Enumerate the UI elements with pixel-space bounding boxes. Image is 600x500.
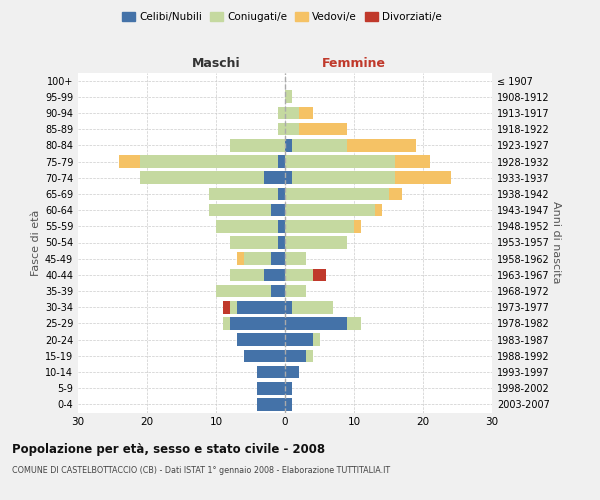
Bar bbox=[299, 123, 347, 136]
Bar bbox=[230, 268, 265, 281]
Bar bbox=[347, 139, 416, 151]
Bar bbox=[292, 301, 334, 314]
Bar bbox=[285, 268, 313, 281]
Text: Popolazione per età, sesso e stato civile - 2008: Popolazione per età, sesso e stato civil… bbox=[12, 442, 325, 456]
Bar bbox=[285, 139, 292, 151]
Bar bbox=[285, 334, 313, 346]
Bar bbox=[285, 90, 292, 103]
Bar bbox=[209, 188, 278, 200]
Text: COMUNE DI CASTELBOTTACCIO (CB) - Dati ISTAT 1° gennaio 2008 - Elaborazione TUTTI: COMUNE DI CASTELBOTTACCIO (CB) - Dati IS… bbox=[12, 466, 390, 475]
Bar bbox=[230, 317, 285, 330]
Bar bbox=[354, 220, 361, 232]
Bar bbox=[347, 317, 361, 330]
Bar bbox=[119, 155, 140, 168]
Bar bbox=[292, 139, 347, 151]
Bar bbox=[140, 155, 278, 168]
Bar bbox=[299, 106, 313, 120]
Bar bbox=[285, 398, 292, 410]
Bar bbox=[265, 268, 285, 281]
Bar bbox=[209, 204, 271, 216]
Bar bbox=[285, 285, 306, 298]
Bar bbox=[223, 301, 230, 314]
Bar bbox=[237, 334, 285, 346]
Bar bbox=[140, 172, 265, 184]
Bar bbox=[271, 252, 285, 265]
Y-axis label: Anni di nascita: Anni di nascita bbox=[551, 201, 561, 283]
Bar bbox=[285, 123, 299, 136]
Bar bbox=[285, 350, 306, 362]
Bar bbox=[389, 188, 403, 200]
Bar bbox=[285, 317, 347, 330]
Y-axis label: Fasce di età: Fasce di età bbox=[31, 210, 41, 276]
Bar bbox=[313, 334, 320, 346]
Bar bbox=[313, 268, 326, 281]
Bar bbox=[278, 155, 285, 168]
Bar bbox=[257, 398, 285, 410]
Bar bbox=[374, 204, 382, 216]
Bar bbox=[395, 172, 451, 184]
Text: Femmine: Femmine bbox=[322, 57, 386, 70]
Bar bbox=[216, 285, 271, 298]
Legend: Celibi/Nubili, Coniugati/e, Vedovi/e, Divorziati/e: Celibi/Nubili, Coniugati/e, Vedovi/e, Di… bbox=[118, 8, 446, 26]
Bar bbox=[306, 350, 313, 362]
Bar bbox=[285, 366, 299, 378]
Bar bbox=[285, 382, 292, 394]
Bar bbox=[285, 106, 299, 120]
Bar bbox=[395, 155, 430, 168]
Bar bbox=[257, 382, 285, 394]
Bar bbox=[271, 285, 285, 298]
Bar bbox=[285, 204, 374, 216]
Bar bbox=[230, 236, 278, 249]
Bar bbox=[271, 204, 285, 216]
Bar bbox=[237, 301, 285, 314]
Bar bbox=[285, 301, 292, 314]
Text: Maschi: Maschi bbox=[191, 57, 241, 70]
Bar bbox=[285, 188, 389, 200]
Bar bbox=[244, 350, 285, 362]
Bar bbox=[285, 236, 347, 249]
Bar bbox=[223, 317, 230, 330]
Bar bbox=[265, 172, 285, 184]
Bar bbox=[278, 220, 285, 232]
Bar bbox=[244, 252, 271, 265]
Bar bbox=[257, 366, 285, 378]
Bar bbox=[278, 188, 285, 200]
Bar bbox=[230, 301, 237, 314]
Bar bbox=[285, 155, 395, 168]
Bar bbox=[285, 252, 306, 265]
Bar bbox=[292, 172, 395, 184]
Bar bbox=[278, 106, 285, 120]
Bar bbox=[216, 220, 278, 232]
Bar bbox=[230, 139, 285, 151]
Bar bbox=[278, 236, 285, 249]
Bar bbox=[285, 220, 354, 232]
Bar bbox=[278, 123, 285, 136]
Bar bbox=[285, 172, 292, 184]
Bar bbox=[237, 252, 244, 265]
